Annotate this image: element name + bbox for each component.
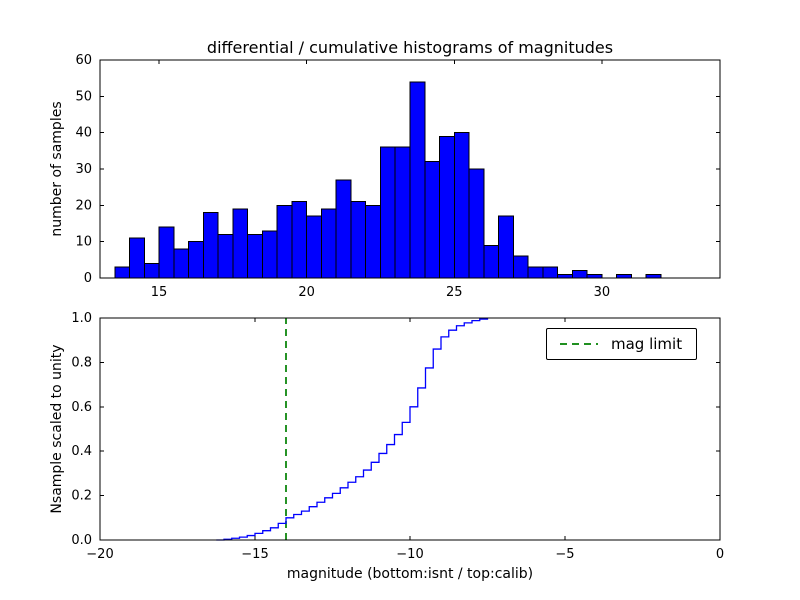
y-tick-label: 0.8 [71, 355, 92, 370]
y-tick-label: 30 [75, 162, 92, 177]
histogram-bar [320, 208, 337, 279]
histogram-bar [571, 270, 588, 279]
x-tick-label: −20 [86, 547, 113, 562]
histogram-bar [188, 241, 204, 279]
histogram-bar [527, 266, 544, 279]
x-axis-label: magnitude (bottom:isnt / top:calib) [286, 566, 534, 582]
y-tick-label: 0.4 [71, 444, 92, 459]
legend-dash-sample [560, 343, 598, 345]
histogram-bar [645, 273, 662, 279]
x-tick-label: 0 [716, 547, 724, 562]
histogram-bar [542, 266, 559, 279]
histogram-bar [291, 201, 308, 279]
histogram-bar [276, 204, 293, 279]
y-tick-label: 20 [75, 198, 92, 213]
legend: mag limit [546, 328, 698, 360]
histogram-bar [114, 266, 131, 279]
histogram-bar [453, 132, 470, 279]
chart-title: differential / cumulative histograms of … [206, 38, 614, 57]
y-tick-label: 40 [75, 126, 92, 141]
histogram-bar [498, 215, 514, 279]
histogram-bar [586, 273, 603, 279]
y-tick-label: 0 [84, 271, 92, 286]
histogram-bar [232, 208, 249, 279]
histogram-bar [365, 204, 381, 279]
x-tick-label: 25 [446, 285, 463, 300]
x-tick-label: 20 [298, 285, 315, 300]
x-tick-label: −5 [555, 547, 574, 562]
histogram-bar [261, 230, 278, 279]
top-y-axis-label: number of samples [49, 101, 65, 237]
histogram-bar [483, 244, 500, 279]
histogram-bar [424, 161, 441, 279]
y-tick-label: 1.0 [71, 311, 92, 326]
histogram-bar [335, 179, 352, 279]
histogram-bar [616, 273, 632, 279]
histogram-bar [512, 255, 529, 279]
x-tick-label: −10 [396, 547, 423, 562]
histogram-bar [439, 135, 455, 279]
x-tick-label: 30 [594, 285, 611, 300]
x-tick-label: −15 [241, 547, 268, 562]
bottom-y-axis-label: Nsample scaled to unity [49, 344, 65, 514]
legend-label: mag limit [611, 335, 683, 353]
histogram-bar [557, 273, 573, 279]
histogram-bar [350, 201, 367, 279]
histogram-bar [306, 215, 322, 279]
y-tick-label: 10 [75, 235, 92, 250]
histogram-bar [202, 212, 219, 279]
y-tick-label: 0.2 [71, 489, 92, 504]
y-tick-label: 50 [75, 89, 92, 104]
histogram-bar [379, 146, 396, 279]
y-tick-label: 0.6 [71, 400, 92, 415]
histogram-bar [468, 168, 485, 279]
histogram-bar [394, 146, 411, 279]
histogram-bar [129, 237, 145, 279]
x-tick-label: 15 [151, 285, 168, 300]
histogram-bar [247, 233, 263, 279]
histogram-bar [409, 81, 426, 279]
histogram-bar [173, 248, 190, 279]
cumulative-curve [216, 318, 489, 541]
histogram-bar [158, 226, 175, 279]
y-tick-label: 60 [75, 53, 92, 68]
y-tick-label: 0.0 [71, 533, 92, 548]
histogram-bar [143, 262, 160, 279]
histogram-bar [217, 233, 234, 279]
